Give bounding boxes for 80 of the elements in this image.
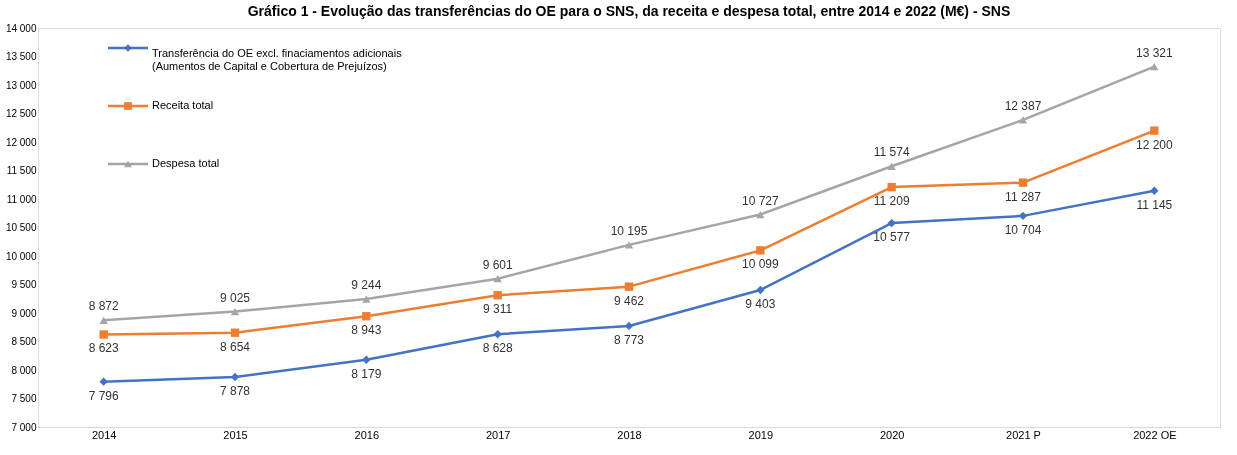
y-tick-label: 9 500 <box>11 279 37 290</box>
point <box>1018 211 1028 221</box>
legend-label: Transferência do OE excl. finaciamentos adicionais (Aumentos de Capital e Cobertura de Prejuízos) <box>152 47 403 72</box>
x-tick-label: 2022 OE <box>1133 428 1177 441</box>
point <box>493 291 502 300</box>
point <box>362 312 371 321</box>
data-label: 9 311 <box>483 302 513 317</box>
data-label: 8 623 <box>88 341 120 356</box>
data-label: 11 574 <box>873 145 910 160</box>
data-label: 9 462 <box>613 293 645 308</box>
data-label: 11 209 <box>873 194 910 209</box>
point <box>362 355 371 364</box>
data-label: 9 025 <box>219 290 251 305</box>
x-tick-label: 2017 <box>485 428 511 441</box>
point <box>624 282 634 291</box>
point <box>624 241 634 249</box>
point <box>230 307 240 316</box>
data-label: 10 195 <box>610 223 648 238</box>
data-label: 8 872 <box>88 299 120 314</box>
y-tick-label: 12 500 <box>5 108 37 119</box>
y-tick-label: 8 500 <box>11 336 37 347</box>
x-tick-label: 2018 <box>617 428 642 441</box>
point <box>887 162 896 170</box>
point <box>1150 126 1159 135</box>
point <box>887 218 896 228</box>
data-label: 8 654 <box>219 339 251 354</box>
data-label: 7 878 <box>219 383 251 398</box>
data-label: 11 287 <box>1005 189 1042 204</box>
data-label: 7 796 <box>88 388 120 403</box>
point <box>756 285 765 295</box>
data-label: 10 727 <box>741 193 780 208</box>
point <box>1018 178 1028 187</box>
x-tick-label: 2015 <box>223 428 248 441</box>
y-tick-label: 14 000 <box>5 22 37 34</box>
data-label: 8 179 <box>351 366 382 381</box>
point <box>362 295 371 303</box>
y-tick-label: 12 000 <box>5 136 37 148</box>
data-label: 10 577 <box>873 230 911 245</box>
y-tick-label: 8 000 <box>11 364 37 376</box>
data-label: 9 244 <box>351 278 382 293</box>
x-tick-label: 2021 P <box>1006 428 1041 441</box>
point <box>99 377 108 386</box>
x-tick-label: 2014 <box>91 428 117 441</box>
y-tick-label: 13 500 <box>5 51 37 62</box>
data-label: 12 387 <box>1004 98 1042 113</box>
point <box>1150 186 1159 195</box>
y-tick-label: 7 500 <box>11 393 37 404</box>
y-tick-label: 13 000 <box>5 79 37 91</box>
y-tick-label: 7 000 <box>11 421 37 433</box>
data-label: 11 145 <box>1136 197 1173 212</box>
point <box>230 328 240 337</box>
point <box>887 182 896 192</box>
point <box>99 330 108 339</box>
point <box>756 246 765 255</box>
data-label: 13 321 <box>1135 45 1174 60</box>
legend-label: Despesa total <box>152 157 220 169</box>
data-label: 9 601 <box>482 257 514 272</box>
chart-title: Gráfico 1 - Evolução das transferências do OE para o SNS, da receita e despesa total, entre 2014 e 2022 (M€) - SNS <box>247 3 1011 19</box>
point <box>99 316 108 324</box>
data-label: 12 200 <box>1135 137 1174 152</box>
point <box>1018 116 1028 124</box>
data-label: 9 403 <box>745 297 776 312</box>
point <box>493 330 502 339</box>
y-tick-label: 10 500 <box>5 222 37 233</box>
y-tick-label: 11 500 <box>6 165 37 176</box>
y-tick-label: 11 000 <box>6 193 37 205</box>
data-label: 8 773 <box>613 332 645 347</box>
x-tick-label: 2019 <box>748 428 774 441</box>
x-tick-label: 2020 <box>879 428 905 441</box>
x-tick-label: 2016 <box>354 428 380 441</box>
data-label: 8 628 <box>482 341 514 356</box>
data-label: 10 099 <box>741 257 780 272</box>
point <box>756 210 765 219</box>
y-tick-label: 10 000 <box>5 250 37 262</box>
data-label: 10 704 <box>1004 222 1042 237</box>
data-label: 8 943 <box>351 323 382 338</box>
point <box>1150 63 1159 71</box>
point <box>493 275 502 283</box>
legend-label: Receita total <box>152 99 214 111</box>
y-tick-label: 9 000 <box>11 307 37 319</box>
